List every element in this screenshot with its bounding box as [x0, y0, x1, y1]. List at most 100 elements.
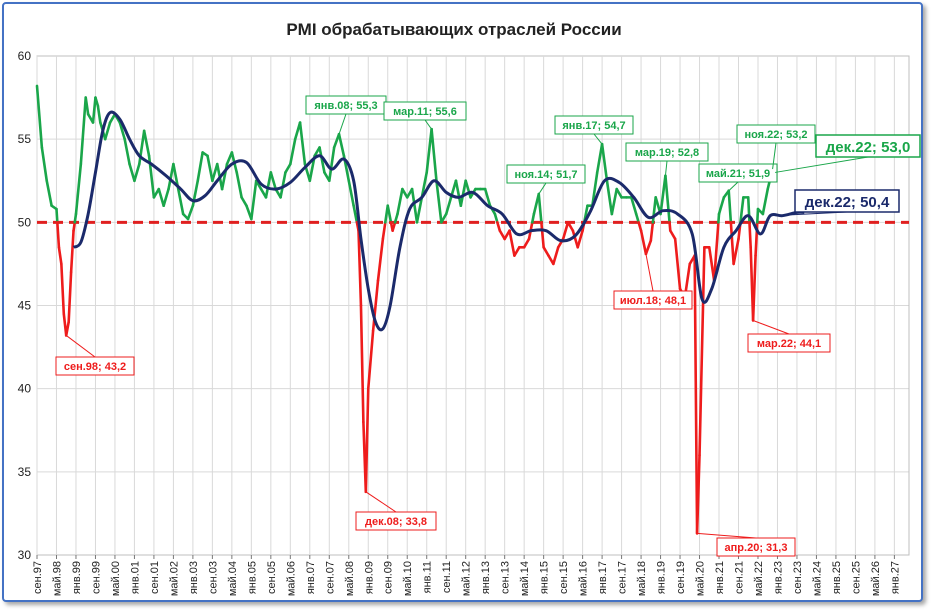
- pmi-line-segment: [72, 221, 77, 232]
- pmi-line-segment: [698, 245, 706, 457]
- pmi-line-segment: [651, 196, 657, 224]
- y-tick-label: 55: [18, 132, 32, 146]
- x-tick-label: сен.11: [441, 561, 453, 593]
- pmi-line-segment: [420, 171, 429, 199]
- x-tick-label: май.20: [695, 561, 707, 596]
- x-tick-label: май.14: [519, 561, 531, 596]
- pmi-line-segment: [40, 146, 49, 183]
- pmi-line-segment: [167, 162, 175, 191]
- annotation-box: [815, 134, 921, 158]
- pmi-line-segment: [508, 229, 516, 257]
- pmi-line-segment: [279, 171, 287, 199]
- annotation-box: [55, 356, 135, 376]
- x-tick-label: май.22: [753, 561, 765, 596]
- pmi-line-segment: [142, 129, 151, 158]
- pmi-line-segment: [133, 162, 141, 183]
- annotation-label: мар.11; 55,6: [393, 106, 457, 118]
- x-tick-label: май.08: [344, 561, 356, 596]
- y-tick-label: 30: [18, 548, 32, 562]
- x-tick-label: май.16: [578, 561, 590, 596]
- annotation-leader: [65, 335, 96, 358]
- annotation-box: [794, 189, 900, 213]
- pmi-line-segment: [376, 237, 385, 282]
- x-axis: сен.97 май.98 янв.99 сен.99 май.00 янв.01 сен.…: [32, 555, 901, 596]
- x-tick-label: янв.01: [129, 561, 141, 594]
- pmi-line-segment: [60, 262, 66, 316]
- pmi-line-segment: [415, 196, 424, 224]
- annotation-label: сен.98; 43,2: [64, 361, 126, 373]
- x-tick-label: май.26: [870, 561, 882, 596]
- x-tick-label: сен.09: [383, 561, 395, 594]
- x-tick-label: сен.97: [32, 561, 44, 594]
- x-tick-label: янв.17: [597, 561, 609, 594]
- pmi-line-segment: [561, 221, 570, 241]
- pmi-line-segment: [84, 96, 90, 116]
- pmi-line-segment: [162, 187, 170, 207]
- annotation-box: [554, 115, 634, 135]
- x-tick-label: янв.03: [188, 561, 200, 594]
- x-tick-label: сен.99: [90, 561, 102, 594]
- annotation-label: янв.08; 55,3: [314, 100, 377, 112]
- pmi-line-segment: [637, 221, 643, 232]
- pmi-line-segment: [530, 212, 536, 224]
- trend-line: [72, 110, 805, 332]
- pmi-line-segment: [693, 254, 699, 535]
- y-tick-label: 50: [18, 215, 32, 229]
- x-tick-label: май.00: [110, 561, 122, 596]
- annotations: сен.98; 43,2 янв.08; 55,3 мар.11; 55,6 дек.…: [55, 95, 921, 557]
- x-tick-label: янв.25: [831, 561, 843, 594]
- annotation-label: ноя.14; 51,7: [514, 169, 577, 181]
- pmi-line-segment: [401, 187, 409, 199]
- x-tick-label: сен.17: [617, 561, 629, 594]
- pmi-line-segment: [576, 229, 584, 249]
- pmi-line-segment: [496, 221, 502, 232]
- pmi-line-segment: [440, 212, 448, 224]
- pmi-line-segment: [600, 142, 609, 183]
- annotation-label: янв.17; 54,7: [562, 120, 625, 132]
- x-tick-label: янв.99: [71, 561, 83, 594]
- annotation-box: [355, 511, 437, 531]
- y-tick-label: 35: [18, 465, 32, 479]
- pmi-line-segment: [717, 212, 721, 224]
- pmi-line-segment: [118, 121, 126, 141]
- pmi-line-segment: [610, 187, 619, 216]
- pmi-line-segment: [186, 204, 195, 221]
- pmi-line-segment: [513, 245, 521, 257]
- pmi-line-segment: [371, 279, 380, 332]
- pmi-line-segment: [96, 104, 102, 124]
- x-tick-label: янв.09: [363, 561, 375, 594]
- pmi-line-segment: [537, 192, 543, 224]
- pmi-line-segment: [746, 196, 751, 224]
- pmi-line-segment: [79, 96, 88, 166]
- annotation-box: [613, 290, 693, 310]
- pmi-line-segment: [393, 212, 399, 224]
- pmi-line-segment: [659, 174, 667, 216]
- x-tick-label: янв.11: [422, 561, 434, 593]
- trend-series: [72, 110, 805, 332]
- x-tick-label: май.24: [811, 561, 823, 596]
- annotation-leader: [645, 253, 654, 292]
- pmi-line-segment: [430, 127, 438, 183]
- x-tick-label: май.04: [227, 561, 239, 596]
- y-tick-label: 40: [18, 382, 32, 396]
- pmi-line-segment: [566, 221, 575, 232]
- annotation-leader: [424, 119, 432, 130]
- pmi-line-segment: [634, 212, 640, 224]
- pmi-line-segment: [483, 187, 492, 207]
- x-tick-label: янв.13: [480, 561, 492, 594]
- pmi-line-segment: [235, 171, 243, 199]
- pmi-line-segment: [347, 179, 355, 207]
- y-axis: 30 35 40 45 50 55 60: [18, 49, 32, 562]
- pmi-line-segment: [748, 221, 752, 249]
- pmi-line-segment: [55, 207, 59, 224]
- pmi-line-segment: [729, 221, 735, 266]
- pmi-line-segment: [540, 221, 545, 249]
- pmi-line-segment: [668, 221, 672, 232]
- pmi-line-segment: [668, 229, 677, 241]
- annotation-leader: [728, 181, 739, 192]
- annotation-label: дек.22; 50,4: [805, 194, 890, 211]
- pmi-line-segment: [591, 171, 599, 207]
- pmi-line-segment: [751, 254, 757, 322]
- annotation-leader: [365, 491, 397, 513]
- x-tick-label: сен.21: [733, 561, 745, 594]
